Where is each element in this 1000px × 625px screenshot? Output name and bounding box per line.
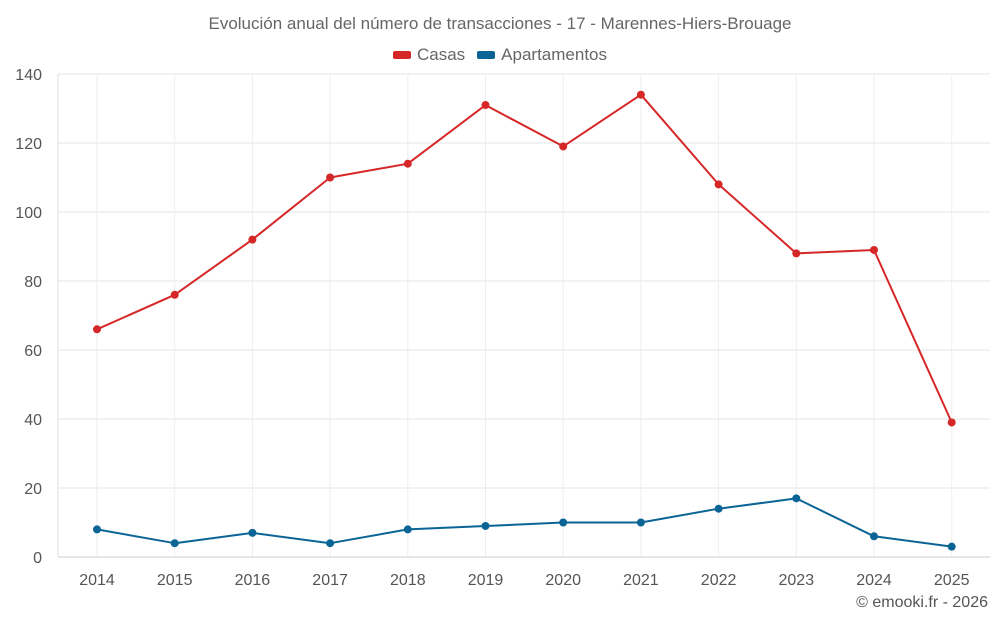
- series-line-casas: [96, 93, 953, 423]
- data-point-casas: [947, 418, 956, 427]
- y-tick-label: 40: [24, 412, 42, 429]
- data-point-casas: [170, 290, 179, 299]
- x-tick-label: 2018: [390, 572, 426, 589]
- data-point-apartamentos: [714, 504, 723, 513]
- data-point-casas: [559, 142, 568, 151]
- data-point-apartamentos: [326, 539, 335, 548]
- x-tick-label: 2019: [468, 572, 504, 589]
- chart-title: Evolución anual del número de transaccio…: [208, 14, 792, 33]
- chart-legend: Casas Apartamentos: [0, 45, 1000, 65]
- data-point-apartamentos: [947, 542, 956, 551]
- legend-swatch-casas: [392, 51, 411, 59]
- data-point-apartamentos: [93, 525, 101, 534]
- legend-swatch-apartamentos: [477, 51, 496, 59]
- data-point-apartamentos: [403, 525, 412, 534]
- x-tick-label: 2022: [701, 572, 737, 589]
- data-point-apartamentos: [870, 532, 878, 541]
- legend-label-apartamentos: Apartamentos: [501, 45, 608, 64]
- x-tick-label: 2021: [623, 572, 659, 589]
- data-point-apartamentos: [792, 494, 801, 503]
- data-point-casas: [792, 249, 801, 258]
- x-tick-label: 2025: [934, 572, 970, 589]
- copyright-credit: © emooki.fr - 2026: [856, 594, 988, 611]
- data-point-casas: [248, 235, 257, 244]
- data-point-apartamentos: [559, 518, 568, 527]
- data-point-apartamentos: [170, 539, 179, 548]
- x-tick-label: 2024: [856, 572, 892, 589]
- x-tick-label: 2017: [312, 572, 348, 589]
- y-tick-label: 100: [15, 205, 42, 222]
- y-tick-label: 140: [15, 67, 42, 84]
- data-point-casas: [93, 325, 101, 334]
- x-tick-label: 2016: [235, 572, 271, 589]
- x-tick-label: 2023: [779, 572, 815, 589]
- x-tick-label: 2014: [79, 572, 115, 589]
- legend-item-casas[interactable]: Casas: [392, 45, 466, 65]
- data-point-casas: [636, 90, 645, 99]
- data-point-apartamentos: [481, 521, 490, 530]
- y-tick-label: 80: [24, 274, 42, 291]
- x-tick-label: 2020: [545, 572, 581, 589]
- series-line-apartamentos: [96, 497, 952, 548]
- y-tick-label: 60: [24, 343, 42, 360]
- data-point-apartamentos: [636, 518, 645, 527]
- y-tick-label: 120: [15, 136, 42, 153]
- y-tick-label: 20: [24, 481, 42, 498]
- data-point-casas: [326, 173, 335, 182]
- legend-item-apartamentos[interactable]: Apartamentos: [477, 45, 607, 65]
- data-point-casas: [870, 245, 878, 254]
- data-point-casas: [481, 101, 490, 110]
- data-point-casas: [714, 180, 723, 189]
- data-point-casas: [403, 159, 412, 168]
- y-tick-label: 0: [33, 550, 42, 567]
- legend-label-casas: Casas: [416, 45, 466, 64]
- x-tick-label: 2015: [157, 572, 193, 589]
- data-point-apartamentos: [248, 528, 257, 537]
